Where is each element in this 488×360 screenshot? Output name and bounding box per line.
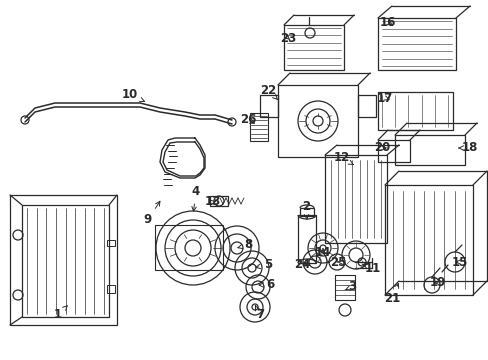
Text: 11: 11 [361,261,380,274]
Text: 21: 21 [383,284,399,305]
Text: 12: 12 [333,152,352,165]
Text: 19: 19 [429,276,445,289]
Bar [299,208,313,216]
Text: 15: 15 [451,256,467,269]
Bar [10,195,117,325]
Bar [155,225,223,270]
Text: 16: 16 [379,15,395,28]
Bar [107,240,115,246]
Text: 23: 23 [279,31,296,45]
Bar [377,140,409,162]
Bar [22,205,109,317]
Text: 1: 1 [54,306,67,321]
Text: 18: 18 [458,141,477,154]
Bar [384,185,472,295]
Bar [260,95,278,117]
Text: 10: 10 [122,89,144,102]
Text: 5: 5 [255,258,271,271]
Text: 2: 2 [301,201,309,219]
Bar [209,196,227,206]
Text: 3: 3 [345,280,355,293]
Bar [284,25,343,70]
Text: 24: 24 [293,258,309,271]
Text: 7: 7 [255,306,264,321]
Bar [377,18,455,70]
Bar [325,155,386,243]
Text: 22: 22 [259,84,277,99]
Bar [357,95,375,117]
Text: 20: 20 [373,141,389,154]
Text: 25: 25 [329,256,346,269]
Text: 6: 6 [259,279,274,292]
Text: 17: 17 [376,91,392,104]
Bar [297,215,315,263]
Text: 8: 8 [238,238,252,252]
Text: 13: 13 [204,195,221,208]
Text: 26: 26 [239,113,256,126]
Text: 14: 14 [314,246,330,258]
Bar [249,113,267,141]
Bar [377,92,452,130]
Bar [107,285,115,293]
Bar [334,275,354,300]
Text: 9: 9 [143,201,160,226]
Bar [278,85,357,157]
Bar [394,135,464,165]
Text: 4: 4 [191,185,200,211]
